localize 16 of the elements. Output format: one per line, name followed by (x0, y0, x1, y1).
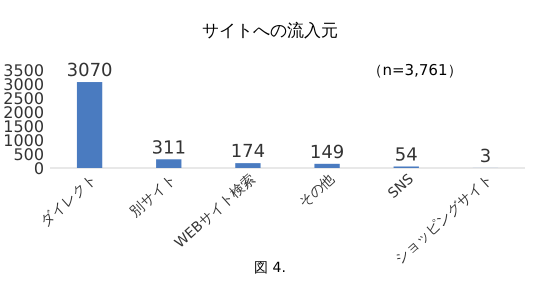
data-label: 149 (310, 142, 344, 163)
data-label: 3 (480, 146, 492, 167)
chart-title: サイトへの流入元 (202, 21, 338, 41)
caption: 図 4. (254, 260, 286, 276)
data-label: 54 (394, 144, 418, 166)
x-tick-label: 別サイト (127, 171, 180, 220)
data-label: 311 (152, 137, 186, 158)
data-label: 174 (230, 141, 266, 162)
data-label: 3070 (66, 60, 112, 82)
bar (156, 159, 182, 168)
y-tick-label: 0 (34, 159, 44, 178)
bar (76, 82, 102, 168)
bar (235, 163, 261, 168)
bar (314, 164, 340, 168)
annotation: （n=3,761） (367, 61, 463, 79)
x-tick-label: その他 (296, 171, 338, 212)
